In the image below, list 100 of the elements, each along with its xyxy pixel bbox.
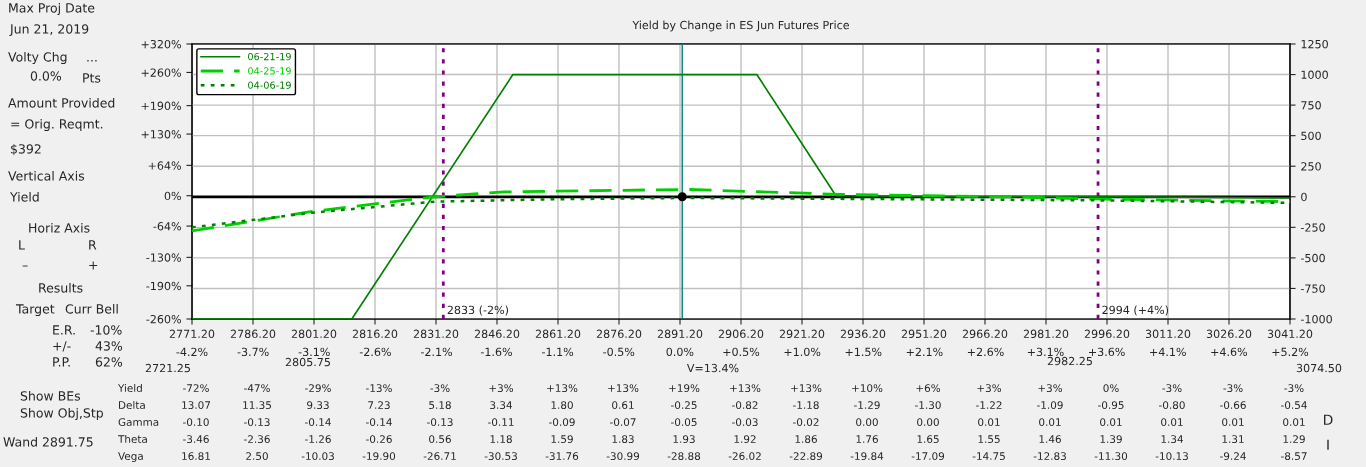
text: -31.76: [545, 452, 579, 461]
x2-tick-label: -1.1%: [542, 347, 574, 357]
x-tick-label: 3026.20: [1206, 329, 1252, 339]
x-tick-label: 2981.20: [1023, 329, 1069, 339]
text: 1.86: [795, 435, 817, 444]
text: -0.13: [427, 418, 453, 427]
text: -30.53: [484, 452, 517, 461]
text: Amount Provided: [8, 97, 115, 108]
text: -11.30: [1094, 452, 1128, 461]
text: -10%: [90, 325, 122, 335]
text: -1.26: [305, 435, 331, 444]
text: -3.46: [183, 435, 209, 444]
text: 0.01: [1039, 418, 1061, 427]
x-tick-label: 2936.20: [840, 329, 886, 339]
text: Curr Bell: [65, 303, 118, 314]
x-tick-label: 2786.20: [230, 329, 276, 339]
text: 13.07: [182, 401, 211, 410]
text: 2.50: [246, 452, 268, 461]
y-tick-label: +130%: [141, 130, 181, 139]
text: 1.93: [673, 435, 695, 444]
text: +6%: [916, 384, 941, 393]
text: -2.36: [244, 435, 270, 444]
y2-tick-label: 0: [1301, 192, 1307, 202]
y-tick-label: -260%: [146, 314, 181, 324]
text: -0.11: [488, 418, 514, 427]
y2-tick-label: -750: [1300, 284, 1325, 293]
text: -1.29: [854, 401, 880, 410]
text: 0.01: [978, 418, 1000, 427]
text: Volty Chg: [8, 51, 67, 65]
text: 2891.75: [42, 437, 93, 447]
text: +3%: [489, 384, 514, 393]
x2-tick-label: +2.6%: [967, 347, 1004, 357]
text: 2721.25: [145, 363, 190, 373]
text: Pts: [83, 73, 101, 83]
text: 0%: [1103, 384, 1119, 393]
y2-tick-label: 500: [1301, 131, 1321, 141]
text: 1.59: [551, 435, 573, 444]
x2-tick-label: +4.1%: [1150, 347, 1186, 357]
text: 43%: [95, 341, 123, 351]
text: -0.54: [1281, 401, 1307, 410]
text: -0.09: [549, 418, 575, 427]
text: -0.14: [366, 418, 392, 427]
y2-tick-label: -500: [1300, 253, 1325, 263]
x2-tick-label: -3.1%: [298, 347, 330, 357]
text: R: [89, 240, 97, 250]
text: 1.34: [1161, 435, 1184, 444]
text: 1.18: [490, 435, 512, 444]
x2-tick-label: +0.5%: [723, 347, 760, 357]
text: -12.83: [1033, 452, 1066, 461]
text: -13%: [366, 384, 392, 393]
text: -26.02: [728, 452, 761, 461]
text: Show BEs: [20, 390, 81, 401]
text: 0.00: [856, 418, 878, 427]
ref-line-label: 2994 (+4%): [1102, 305, 1169, 316]
x2-tick-label: +2.1%: [906, 347, 943, 357]
text: L: [19, 240, 25, 250]
text: 0.01: [1283, 418, 1305, 427]
text: 11.35: [243, 401, 271, 410]
text: 0.01: [1161, 418, 1183, 427]
y2-tick-label: -250: [1300, 223, 1325, 232]
text: -0.14: [305, 418, 331, 427]
text: Wand: [3, 436, 37, 447]
text: -0.66: [1220, 401, 1246, 410]
x-tick-label: 2966.20: [962, 329, 1008, 339]
text: 1.92: [734, 435, 756, 444]
text: -0.07: [610, 418, 636, 427]
text: -9.24: [1220, 452, 1246, 461]
text: -29%: [305, 384, 331, 393]
text: 1.31: [1222, 435, 1244, 444]
x2-tick-label: +4.6%: [1211, 347, 1248, 357]
text: 0.61: [612, 401, 634, 410]
text: 0.01: [1100, 418, 1122, 427]
text: 5.18: [429, 401, 451, 410]
text: 3.34: [490, 401, 513, 410]
text: -22.89: [789, 452, 823, 461]
text: +/-: [53, 341, 71, 352]
x2-tick-label: +3.1%: [1027, 347, 1064, 357]
y-tick-label: -64%: [153, 222, 181, 231]
text: 1.76: [856, 435, 878, 444]
x-tick-label: 2861.20: [535, 329, 581, 339]
x2-tick-label: +1.0%: [784, 347, 821, 357]
chart-title: Yield by Change in ES Jun Futures Price: [632, 20, 849, 32]
text: +13%: [608, 384, 639, 393]
text: -47%: [244, 384, 270, 393]
y-tick-label: -190%: [146, 281, 181, 291]
text: Delta: [119, 400, 145, 410]
x-tick-label: 2996.20: [1084, 329, 1130, 339]
text: I: [1327, 439, 1329, 450]
y2-tick-label: 1000: [1301, 70, 1328, 79]
y-tick-label: +320%: [141, 39, 181, 49]
text: Gamma: [118, 418, 159, 427]
text: -0.13: [244, 418, 270, 427]
text: -1.09: [1037, 401, 1063, 410]
text: +10%: [852, 384, 883, 393]
x2-tick-label: +3.6%: [1089, 347, 1125, 357]
x2-tick-label: -2.6%: [359, 347, 391, 357]
y2-tick-label: 250: [1301, 162, 1321, 171]
text: -1.18: [793, 401, 819, 410]
legend-label: 04-25-19: [248, 67, 291, 75]
text: -3%: [430, 384, 450, 393]
